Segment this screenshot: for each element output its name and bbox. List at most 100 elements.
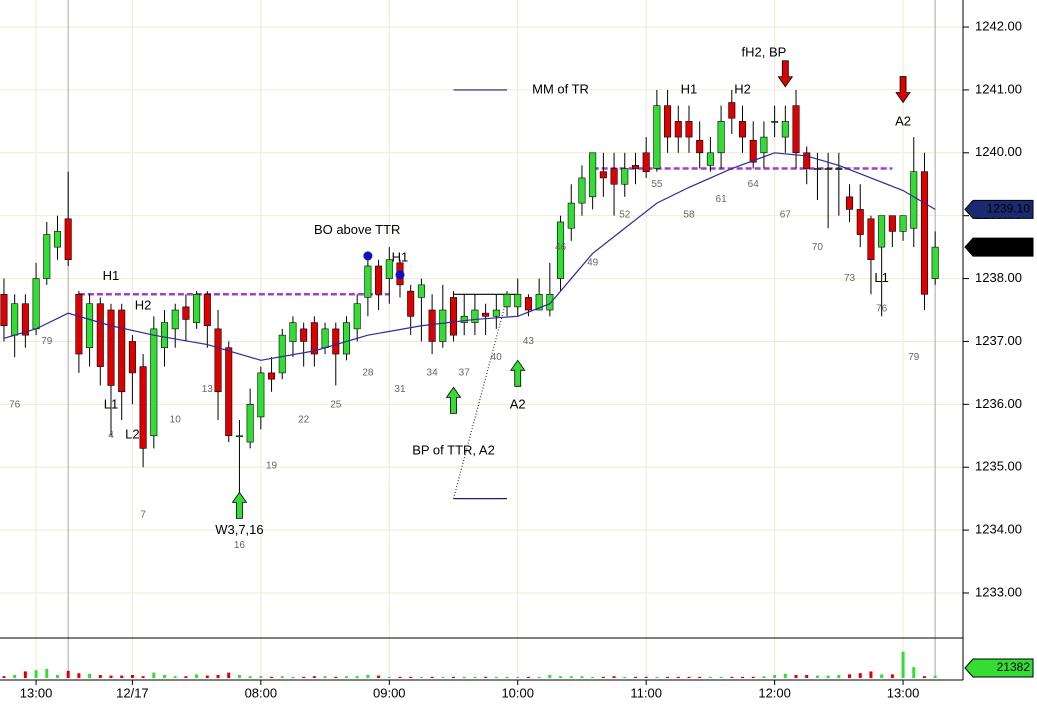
candle-body xyxy=(631,165,639,169)
volume-bar xyxy=(141,676,145,678)
candle-body xyxy=(300,328,308,342)
candle-body xyxy=(64,218,72,261)
candle-body xyxy=(653,105,661,169)
candle-body xyxy=(75,293,83,355)
volume-bar xyxy=(591,676,595,678)
volume-bar xyxy=(826,675,830,678)
y-tick-label: 1236.00 xyxy=(975,396,1022,411)
volume-bar xyxy=(398,676,402,678)
volume-bar xyxy=(730,676,734,678)
signal-arrow xyxy=(231,491,248,519)
volume-bar xyxy=(773,675,777,678)
candle-body xyxy=(21,303,29,336)
candle-body xyxy=(161,322,169,349)
candle-body xyxy=(150,328,158,437)
bar-count: 16 xyxy=(234,540,246,551)
volume-bar xyxy=(741,676,745,678)
candle-body xyxy=(867,218,875,261)
candle-body xyxy=(342,322,350,355)
signal-dot xyxy=(395,270,405,280)
candle-body xyxy=(214,328,222,393)
candle-body xyxy=(246,404,254,443)
candle-body xyxy=(792,105,800,154)
candle-body xyxy=(760,136,768,154)
bar-count: 70 xyxy=(812,242,824,253)
candle-body xyxy=(171,309,179,330)
candle-body xyxy=(771,121,779,123)
volume-bar xyxy=(280,676,284,678)
candle-body xyxy=(289,322,297,342)
annotation: L1 xyxy=(104,396,118,411)
volume-bar xyxy=(633,676,637,678)
volume-bar xyxy=(601,676,605,678)
candle-body xyxy=(32,278,40,330)
candle-body xyxy=(738,121,747,138)
y-tick-label: 1238.00 xyxy=(975,270,1022,285)
candle-body xyxy=(846,196,854,210)
candle-body xyxy=(813,168,821,170)
volume-bar xyxy=(227,672,231,678)
volume-bar xyxy=(173,676,177,678)
volume-bar xyxy=(869,671,873,678)
bar-count: 52 xyxy=(619,210,631,221)
volume-bar xyxy=(205,675,209,678)
candle-body xyxy=(257,372,265,418)
x-tick-label: 08:00 xyxy=(245,685,278,700)
candle-body xyxy=(696,139,704,154)
volume-bar xyxy=(430,676,434,678)
candle-body xyxy=(182,306,190,320)
candle-body xyxy=(460,315,468,323)
volume-bar xyxy=(612,676,616,678)
volume-bar xyxy=(805,675,809,678)
bar-count: 7 xyxy=(140,510,146,521)
bar-count: 40 xyxy=(491,352,503,363)
candle-body xyxy=(96,303,104,367)
y-tick-label: 1237.00 xyxy=(975,333,1022,348)
candle-body xyxy=(803,152,811,169)
candle-body xyxy=(235,435,243,438)
volume-bar xyxy=(13,675,17,678)
candle-body xyxy=(706,152,714,166)
y-tick-label: 1242.00 xyxy=(975,18,1022,33)
candle-body xyxy=(139,366,147,449)
candle-body xyxy=(407,290,415,317)
volume-bar xyxy=(880,674,884,678)
bar-count: 61 xyxy=(716,194,728,205)
signal-arrow xyxy=(777,60,794,88)
y-tick-label: 1234.00 xyxy=(975,522,1022,537)
volume-bar xyxy=(666,676,670,678)
bar-count: 76 xyxy=(876,303,888,314)
volume-bar xyxy=(537,676,541,678)
volume-bar xyxy=(644,676,648,678)
candle-body xyxy=(524,297,532,311)
volume-bar xyxy=(912,667,916,678)
annotation: H1 xyxy=(681,81,698,96)
annotation: L1 xyxy=(874,270,888,285)
volume-bar xyxy=(98,675,102,678)
volume-bar xyxy=(698,676,702,678)
candle-body xyxy=(610,168,618,185)
volume-bar xyxy=(387,676,391,678)
volume-bar xyxy=(783,673,787,678)
volume-bar xyxy=(890,674,894,678)
bar-count: 64 xyxy=(748,179,760,190)
volume-bar xyxy=(933,675,937,678)
volume-bar xyxy=(34,670,38,678)
candle-body xyxy=(835,168,843,170)
signal-arrow xyxy=(895,76,911,104)
volume-bar xyxy=(152,672,156,678)
candle-body xyxy=(482,312,490,317)
bar-count: 10 xyxy=(170,415,182,426)
volume-bar xyxy=(794,675,798,678)
annotation: H2 xyxy=(135,298,152,313)
candle-body xyxy=(642,152,650,172)
candle-body xyxy=(86,303,94,349)
volume-bar xyxy=(751,676,755,678)
candle-body xyxy=(878,215,886,248)
candle-body xyxy=(685,121,693,138)
volume-bar xyxy=(45,669,49,678)
volume-bar xyxy=(837,675,841,678)
volume-bar xyxy=(623,676,627,678)
volume-bar xyxy=(291,676,295,678)
